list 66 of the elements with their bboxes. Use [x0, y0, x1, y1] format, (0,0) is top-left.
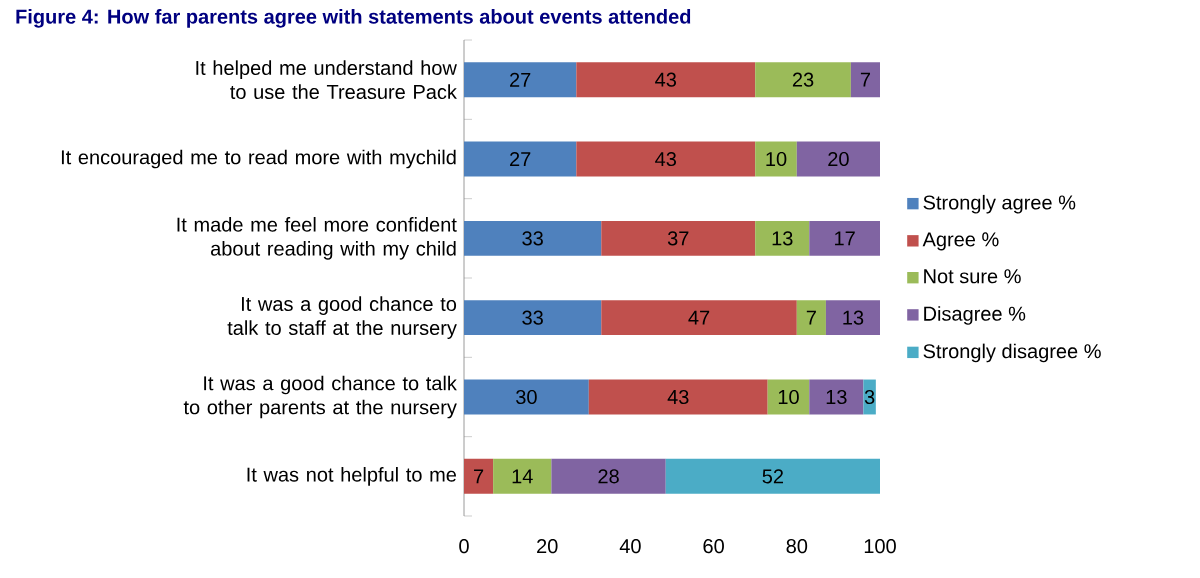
bar: [551, 458, 666, 494]
x-tick-label: 100: [864, 539, 896, 554]
data-label: 23: [792, 72, 814, 87]
data-label: 14: [512, 469, 533, 484]
data-label: 27: [510, 152, 531, 166]
bar: [464, 220, 602, 256]
bar: [464, 141, 577, 177]
x-tick-label: 0: [459, 539, 469, 554]
legend-label: Not sure %: [924, 269, 1021, 284]
bar: [809, 220, 880, 256]
bar: [755, 141, 797, 177]
data-label: 20: [828, 151, 849, 167]
bar: [576, 62, 756, 98]
bar: [825, 300, 880, 336]
bar: [576, 141, 756, 177]
y-tick-label: It was a good chance to talk to other parents at the nursery: [183, 375, 457, 419]
bar: [809, 379, 864, 415]
bar: [588, 379, 768, 415]
bar: [493, 458, 552, 494]
bar: [755, 220, 810, 256]
data-label: 7: [474, 469, 484, 484]
bar: [464, 458, 494, 494]
data-label: 7: [806, 310, 816, 325]
data-label: 17: [835, 231, 855, 246]
x-tick-label: 80: [786, 539, 808, 554]
legend-label: Disagree %: [924, 306, 1026, 325]
y-tick-label: It was not helpful to me: [247, 467, 457, 486]
legend-label: Agree %: [922, 232, 999, 251]
x-tick-label: 60: [703, 539, 724, 554]
data-label: 10: [778, 389, 799, 405]
data-label: 13: [826, 389, 847, 405]
data-label: 10: [766, 151, 787, 167]
bar: [665, 458, 880, 494]
bar: [796, 300, 826, 336]
data-label: 27: [510, 72, 531, 87]
data-label: 28: [598, 469, 619, 484]
bar: [601, 220, 756, 256]
data-label: 13: [772, 231, 793, 246]
data-label: 43: [655, 151, 677, 167]
data-label: 37: [667, 231, 689, 246]
x-tick-label: 20: [537, 539, 558, 554]
bar: [464, 379, 589, 415]
x-tick-label: 40: [619, 539, 641, 554]
data-label: 30: [516, 389, 537, 405]
data-label: 43: [667, 389, 689, 405]
data-label: 43: [655, 72, 677, 87]
y-tick-label: It encouraged me to read more with mychild: [61, 149, 456, 169]
bar: [464, 300, 602, 336]
bar: [755, 62, 851, 98]
y-tick-label: It made me feel more confident about reading with my child: [177, 217, 457, 260]
data-label: 33: [522, 310, 543, 325]
bar: [464, 62, 577, 98]
data-label: 52: [762, 469, 784, 484]
bar: [796, 141, 880, 177]
bar: [601, 300, 797, 336]
data-label: 47: [688, 310, 710, 325]
y-tick-label: It helped me understand how to use the Treasure Pack: [196, 60, 457, 100]
data-label: 13: [843, 310, 864, 325]
chart-title: Figure 4: How far parents agree with statements about events attended: [16, 9, 691, 28]
data-label: 3: [864, 389, 875, 405]
data-label: 7: [860, 72, 871, 87]
bar: [850, 62, 880, 98]
data-label: 33: [522, 231, 543, 246]
y-tick-label: It was a good chance to talk to staff at the nursery: [227, 296, 457, 339]
legend-label: Strongly disagree %: [923, 343, 1101, 363]
legend-label: Strongly agree %: [923, 194, 1076, 214]
